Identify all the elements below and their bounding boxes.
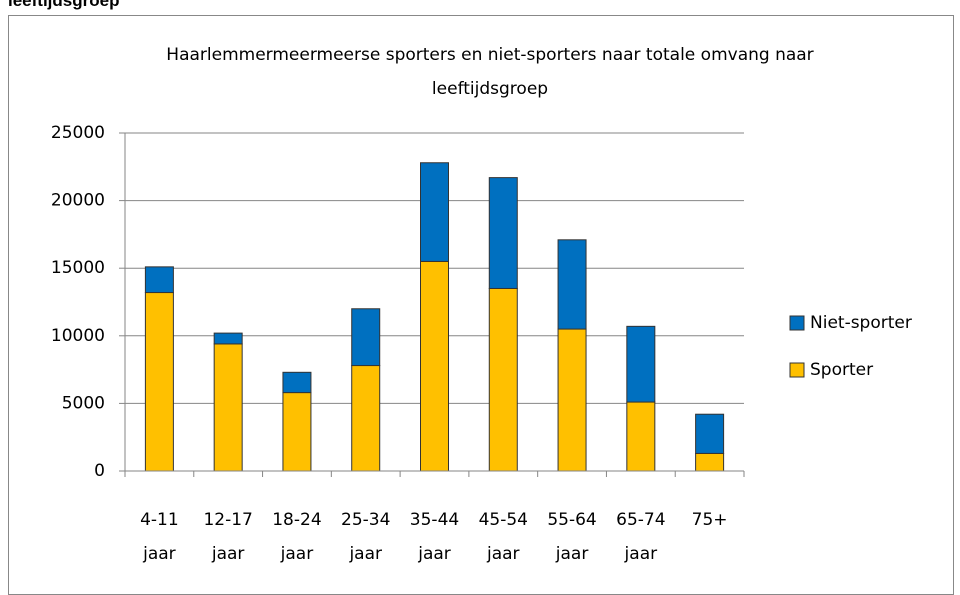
y-tick-label: 15000	[51, 258, 105, 278]
legend-label: Sporter	[810, 360, 873, 380]
x-tick-label: 25-34 jaar	[341, 510, 391, 564]
x-tick-label: 12-17 jaar	[203, 510, 253, 564]
bar-segment	[626, 401, 656, 472]
bar-segment	[213, 343, 243, 472]
bar-segment	[626, 325, 656, 403]
legend-swatch	[789, 315, 805, 331]
x-tick-label: 4-11 jaar	[140, 510, 179, 564]
bar-segment	[420, 162, 449, 262]
y-tick-label: 0	[94, 461, 105, 481]
bar-segment	[351, 365, 381, 472]
x-tick-label: 35-44 jaar	[409, 510, 460, 564]
bar-segment	[282, 392, 312, 472]
bar-segment	[282, 371, 312, 394]
y-tick-label: 25000	[51, 123, 105, 143]
bar-segment	[488, 287, 518, 472]
legend-swatch	[789, 362, 805, 378]
bar-segment	[144, 266, 174, 294]
bar-segment	[695, 452, 725, 472]
y-tick-label: 10000	[51, 326, 105, 346]
y-tick-label: 5000	[62, 393, 105, 413]
bar-segment	[420, 260, 449, 472]
x-tick-label: 75+	[691, 510, 728, 530]
bar-segment	[488, 177, 518, 289]
x-tick-label: 18-24 jaar	[272, 510, 322, 564]
bar-segment	[351, 308, 381, 367]
chart-title: Haarlemmermeermeerse sporters en niet-sp…	[166, 45, 814, 99]
y-tick-label: 20000	[51, 191, 105, 211]
x-tick-label: 65-74 jaar	[616, 510, 666, 564]
bar-segment	[213, 332, 243, 345]
page: leeftijdsgroep Haarlemmermeermeerse spor…	[8, 0, 954, 595]
legend-label: Niet-sporter	[810, 313, 912, 333]
chart: 0 5000 10000 15000 20000 25000 Sporter Niet-spo…	[51, 123, 912, 481]
bar-segment	[557, 328, 587, 472]
bar-segment	[557, 239, 587, 330]
heading: leeftijdsgroep	[8, 0, 120, 10]
bar-segment	[695, 413, 725, 454]
x-tick-label: 55-64 jaar	[547, 510, 597, 564]
x-tick-label: 45-54 jaar	[478, 510, 528, 564]
bar-segment	[144, 292, 174, 472]
